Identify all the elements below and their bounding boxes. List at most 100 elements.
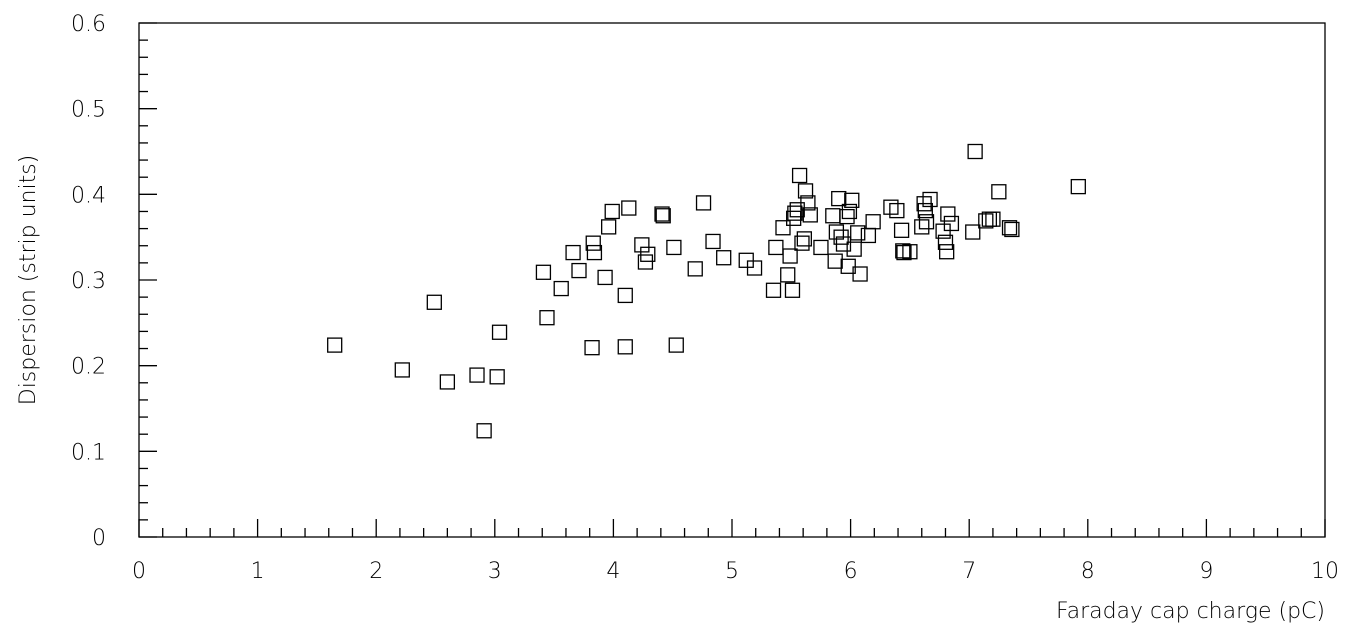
x-tick-label: 0 — [132, 559, 146, 584]
data-point — [1001, 220, 1018, 236]
data-point — [782, 248, 798, 264]
data-point — [937, 234, 954, 250]
data-point — [1070, 178, 1086, 195]
y-tick-label: 0.5 — [71, 98, 106, 123]
data-point — [935, 223, 951, 239]
data-point — [780, 267, 796, 283]
data-point — [827, 253, 843, 269]
x-tick-label: 8 — [1081, 559, 1095, 584]
data-point — [571, 262, 587, 279]
data-point — [918, 214, 935, 230]
data-point — [439, 374, 456, 390]
x-tick-label: 6 — [844, 559, 858, 584]
data-points — [327, 143, 1086, 439]
data-point — [535, 264, 552, 280]
x-tick-label: 9 — [1199, 559, 1213, 584]
data-point — [844, 192, 860, 208]
x-tick-label: 5 — [725, 559, 739, 584]
data-point — [965, 224, 981, 240]
data-point — [655, 208, 671, 224]
data-point — [604, 203, 620, 220]
data-point — [553, 280, 569, 297]
data-point — [469, 367, 485, 383]
data-point — [584, 340, 600, 356]
data-point — [967, 143, 983, 160]
data-point — [716, 250, 732, 266]
data-point — [640, 246, 656, 262]
data-point — [794, 235, 810, 251]
y-tick-label: 0.1 — [71, 440, 106, 465]
x-tick-label: 3 — [488, 559, 502, 584]
y-tick-label: 0.3 — [71, 269, 106, 294]
data-point — [1004, 221, 1020, 238]
data-point — [539, 310, 555, 326]
y-tick-labels: 0 0.1 0.2 0.3 0.4 0.5 0.6 — [71, 12, 106, 551]
y-tick-label: 0 — [92, 526, 106, 551]
y-tick-label: 0.6 — [71, 12, 106, 37]
data-point — [654, 206, 670, 222]
data-point — [597, 269, 613, 286]
x-tick-label: 2 — [369, 559, 383, 584]
x-tick-label: 7 — [962, 559, 976, 584]
data-point — [896, 244, 912, 261]
plot-frame — [138, 22, 1326, 538]
data-point — [835, 236, 852, 252]
data-point — [585, 235, 601, 251]
axis-ticks — [138, 22, 1326, 538]
data-point — [784, 282, 801, 298]
data-point — [746, 260, 763, 276]
data-point — [738, 252, 754, 268]
data-point — [617, 287, 633, 304]
data-point — [917, 202, 933, 219]
data-point — [394, 362, 410, 378]
data-point — [695, 195, 712, 211]
data-point — [902, 244, 918, 260]
data-point — [865, 214, 881, 230]
data-point — [775, 220, 791, 236]
data-point — [327, 337, 343, 353]
data-point — [687, 261, 703, 277]
data-point — [831, 190, 847, 207]
data-point — [765, 282, 782, 298]
data-point — [786, 210, 802, 226]
data-point — [846, 241, 862, 257]
data-point — [705, 233, 721, 250]
data-point — [601, 219, 617, 235]
data-point — [476, 423, 492, 439]
data-point — [768, 239, 784, 256]
data-point — [825, 208, 841, 224]
data-point — [621, 200, 637, 216]
data-point — [489, 369, 505, 385]
data-point — [943, 215, 960, 232]
data-point — [839, 208, 855, 225]
data-point — [852, 266, 868, 282]
data-point — [637, 254, 654, 270]
data-point — [617, 339, 633, 355]
data-point — [914, 219, 930, 235]
x-tick-label: 1 — [251, 559, 265, 584]
data-point — [666, 239, 682, 256]
data-point — [991, 184, 1007, 200]
data-point — [797, 183, 814, 199]
x-tick-label: 10 — [1311, 559, 1339, 584]
data-point — [841, 203, 858, 220]
y-tick-label: 0.4 — [71, 183, 106, 208]
data-point — [985, 211, 1001, 227]
data-point — [840, 258, 856, 274]
data-point — [668, 337, 684, 353]
data-point — [939, 244, 955, 260]
data-point — [813, 239, 829, 256]
data-point — [922, 191, 938, 208]
data-point — [426, 294, 442, 310]
data-point — [802, 207, 818, 223]
data-point — [565, 244, 581, 261]
data-point — [491, 324, 508, 340]
data-point — [634, 237, 650, 253]
data-point — [850, 225, 866, 241]
x-tick-label: 4 — [606, 559, 620, 584]
data-point — [889, 202, 905, 219]
data-point — [893, 222, 910, 238]
x-tick-labels: 0 1 2 3 4 5 6 7 8 9 10 — [132, 559, 1339, 584]
data-point — [791, 167, 808, 184]
